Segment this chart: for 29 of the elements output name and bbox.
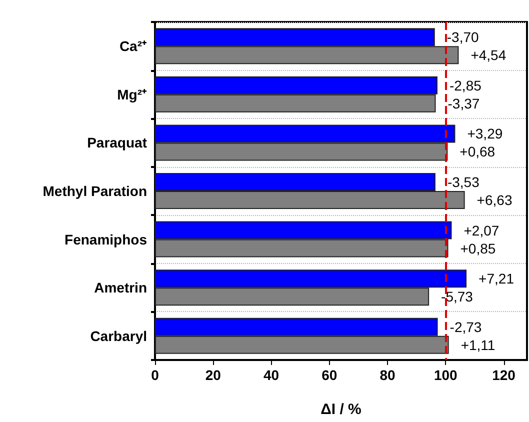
annotation: +6,63 <box>476 192 512 208</box>
x-tick-label: 0 <box>151 367 160 383</box>
x-tick-label: 80 <box>380 367 396 383</box>
x-axis-title: ΔI / % <box>320 401 362 418</box>
y-tick-label: Methyl Paration <box>42 183 147 199</box>
x-tick-label: 60 <box>322 367 338 383</box>
y-tick-label: Paraquat <box>87 134 148 151</box>
y-tick-label: Fenamiphos <box>64 231 148 248</box>
annotation: +3,29 <box>467 126 503 142</box>
annotation: -3,53 <box>447 174 480 190</box>
annotation: -5,73 <box>441 288 474 305</box>
annotation: +7,21 <box>478 270 514 287</box>
x-tick-label: 40 <box>263 367 280 383</box>
y-tick-label: Mg²⁺ <box>117 86 147 102</box>
annotation: -2,85 <box>449 77 482 94</box>
annotation: +1,11 <box>460 336 496 353</box>
annotation: -3,37 <box>448 95 480 112</box>
x-tick-label: 100 <box>434 367 458 383</box>
x-tick-label: 120 <box>492 367 516 383</box>
annotation: +4,54 <box>470 47 506 64</box>
y-tick-label: Ca²⁺ <box>119 38 147 54</box>
y-tick-label: Carbaryl <box>90 328 147 344</box>
annotation: +0,68 <box>460 144 496 160</box>
annotation: -2,73 <box>450 318 482 335</box>
y-tick-label: Ametrin <box>94 280 147 296</box>
x-tick-label: 20 <box>205 367 222 383</box>
annotation: -3,70 <box>446 29 479 46</box>
annotation: +0,85 <box>460 240 496 256</box>
annotation: +2,07 <box>464 222 500 238</box>
